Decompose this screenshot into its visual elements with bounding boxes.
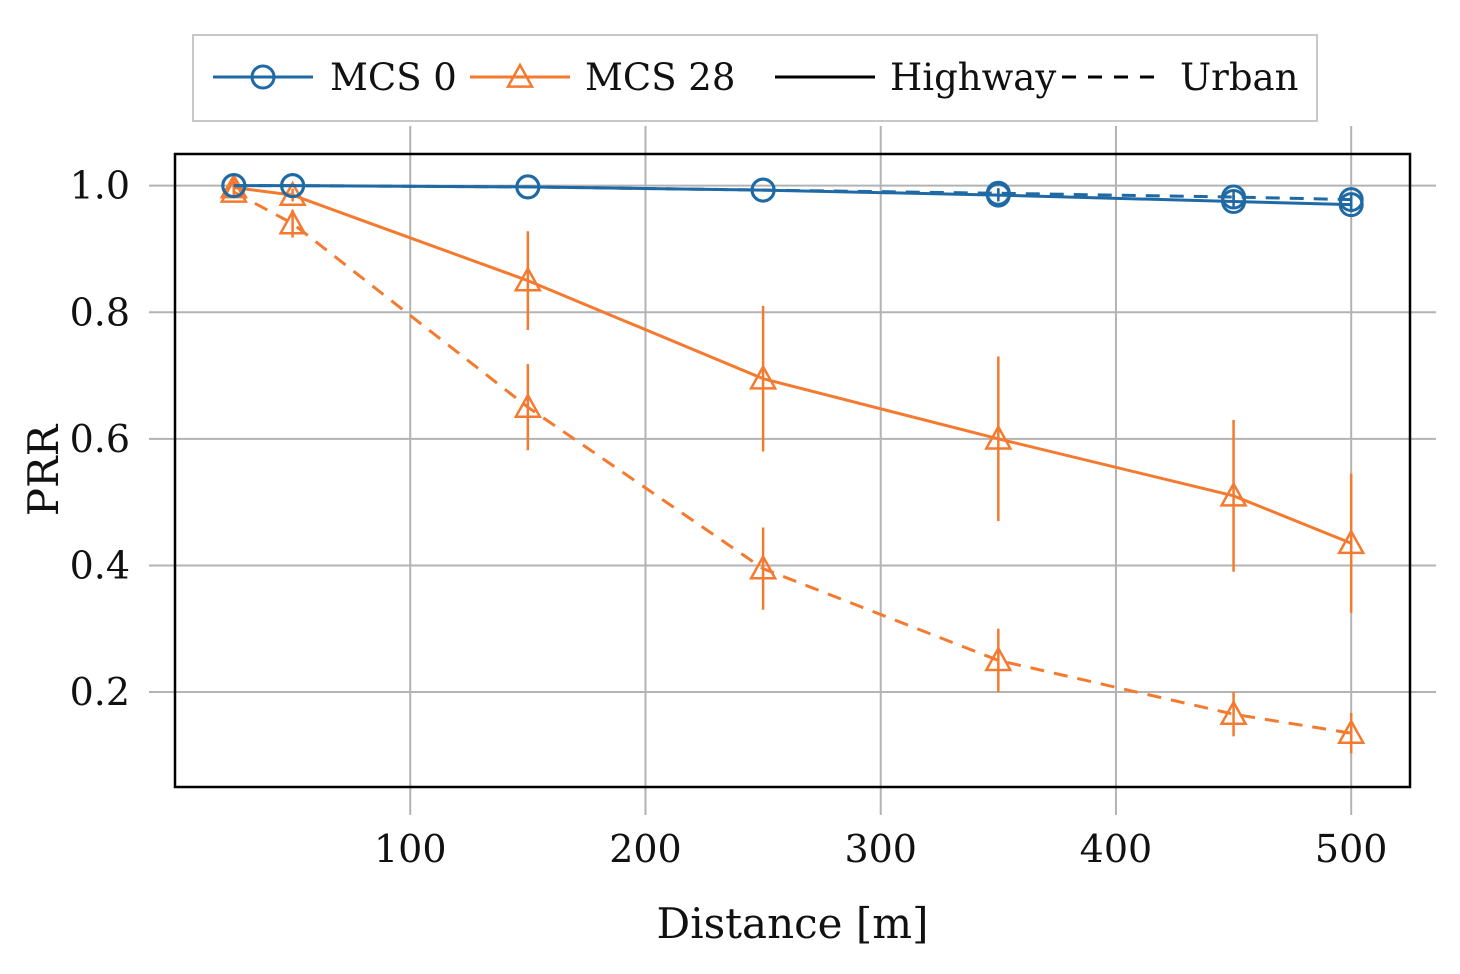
legend-marker [250, 64, 276, 90]
data-point [219, 177, 248, 203]
data-point [750, 177, 776, 203]
data-point [1221, 188, 1247, 214]
legend-item-urban: Urban [1062, 56, 1298, 99]
data-point [278, 209, 307, 235]
x-tick-label: 100 [374, 827, 447, 871]
legend-label: Urban [1180, 56, 1298, 99]
data-point [1338, 192, 1364, 218]
x-tick-label: 500 [1315, 827, 1388, 871]
legend-label: Highway [890, 56, 1056, 99]
x-axis-title: Distance [m] [657, 899, 929, 948]
series-mcs-0-urban [221, 173, 1364, 213]
series-mcs-28-highway [219, 172, 1366, 613]
series-line [233, 186, 1352, 545]
data-point [1219, 481, 1248, 507]
data-point [748, 364, 778, 390]
x-tick-label: 400 [1080, 827, 1153, 871]
x-tick-label: 300 [844, 827, 917, 871]
grid [149, 126, 1436, 815]
data-point [1337, 528, 1366, 555]
data-point [1219, 699, 1248, 726]
series-line [233, 190, 1352, 735]
legend-label: MCS 28 [585, 56, 735, 99]
y-tick-label: 0.2 [70, 670, 130, 714]
series-layer [219, 172, 1366, 754]
legend: MCS 0 MCS 28 Highway Urban [192, 34, 1318, 122]
legend-item-mcs-0: MCS 0 [213, 56, 457, 99]
legend-label: MCS 0 [330, 56, 457, 99]
x-tick-label: 200 [609, 827, 682, 871]
data-point [985, 182, 1011, 208]
data-point [513, 392, 542, 419]
y-tick-label: 0.6 [70, 417, 130, 461]
axis-ticks: 100 200 300 400 500 0.2 0.4 0.6 0.8 1.0 [70, 164, 1388, 871]
series-line [233, 184, 1352, 207]
data-point [280, 173, 306, 199]
series-mcs-28-urban [219, 177, 1366, 754]
y-axis-title: PRR [19, 423, 68, 516]
y-tick-label: 0.8 [70, 290, 130, 334]
data-point [748, 554, 778, 580]
data-point [515, 174, 541, 200]
data-point [513, 266, 542, 292]
legend-marker [505, 62, 535, 88]
legend-box [192, 34, 1318, 122]
legend-item-highway: Highway [775, 56, 1056, 99]
series-line [233, 184, 1352, 202]
series-mcs-0-highway [221, 173, 1364, 218]
y-tick-label: 0.4 [70, 543, 130, 587]
data-point [221, 173, 247, 199]
data-point [984, 424, 1013, 450]
plot-frame [173, 152, 1412, 789]
data-point [1337, 718, 1366, 745]
legend-item-mcs-28: MCS 28 [470, 56, 735, 99]
data-point [984, 645, 1013, 672]
y-tick-label: 1.0 [70, 164, 130, 208]
